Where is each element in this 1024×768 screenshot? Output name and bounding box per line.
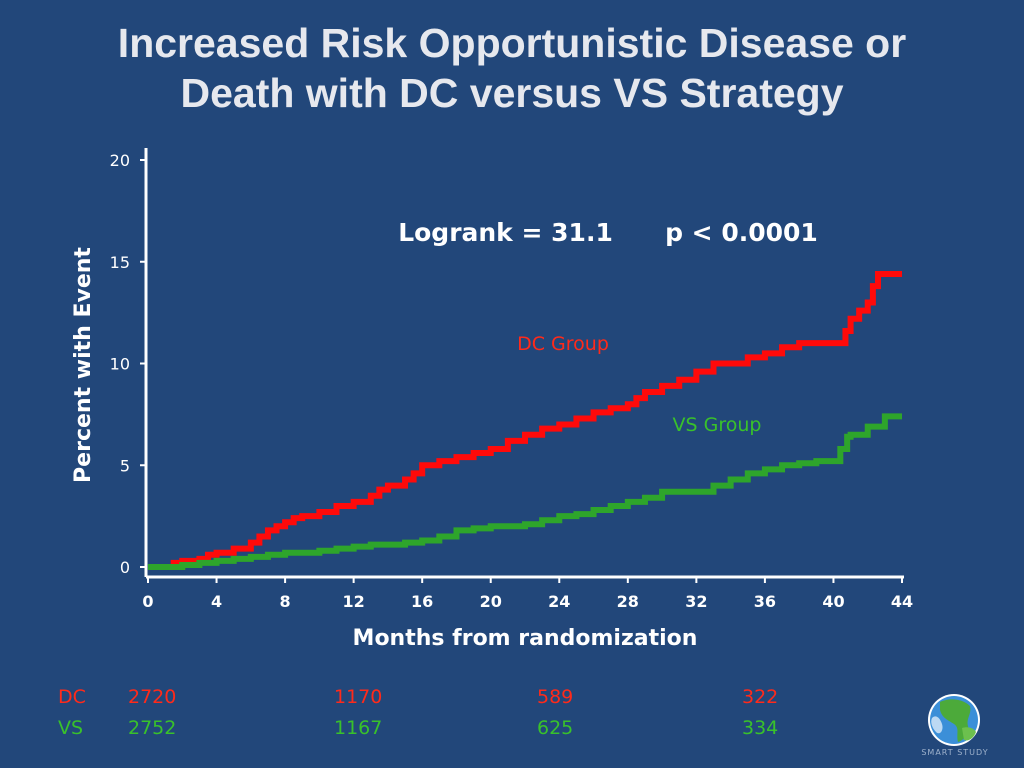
- y-tick-label: 0: [120, 558, 130, 577]
- series-label-vs: VS Group: [673, 414, 762, 436]
- risk-vs-1: 1167: [334, 717, 383, 739]
- x-tick-label: 16: [411, 592, 433, 611]
- logrank-annotation: Logrank = 31.1 p < 0.0001: [398, 218, 818, 247]
- risk-dc-2: 589: [537, 686, 574, 708]
- title-line-1: Increased Risk Opportunistic Disease or: [117, 20, 907, 66]
- x-tick-label: 36: [754, 592, 776, 611]
- x-tick-label: 40: [822, 592, 844, 611]
- x-tick-label: 24: [548, 592, 570, 611]
- risk-dc-0: 2720: [128, 686, 177, 708]
- globe-icon: [928, 694, 980, 746]
- title-line-2: Death with DC versus VS Strategy: [180, 70, 844, 116]
- risk-row-vs-label: VS: [58, 717, 84, 739]
- x-tick-label: 44: [891, 592, 913, 611]
- series-label-dc: DC Group: [517, 333, 609, 355]
- y-tick-label: 10: [110, 355, 130, 374]
- logo-text: SMART STUDY: [921, 748, 989, 757]
- risk-vs-0: 2752: [128, 717, 177, 739]
- y-tick-label: 20: [110, 151, 130, 170]
- x-tick-label: 8: [280, 592, 291, 611]
- y-tick-label: 15: [110, 253, 130, 272]
- x-tick-label: 4: [211, 592, 222, 611]
- risk-dc-1: 1170: [334, 686, 383, 708]
- risk-row-dc-label: DC: [58, 686, 86, 708]
- risk-vs-3: 334: [742, 717, 779, 739]
- y-tick-label: 5: [120, 456, 130, 475]
- x-tick-label: 32: [685, 592, 707, 611]
- series-line-dc: [148, 270, 902, 570]
- risk-vs-2: 625: [537, 717, 574, 739]
- x-tick-label: 12: [343, 592, 365, 611]
- risk-dc-3: 322: [742, 686, 779, 708]
- x-axis-label: Months from randomization: [353, 626, 698, 651]
- x-tick-label: 20: [480, 592, 502, 611]
- x-tick-label: 0: [142, 592, 153, 611]
- series-line-vs: [148, 413, 902, 570]
- slide-title: Increased Risk Opportunistic Disease or …: [0, 18, 1024, 118]
- y-axis-label: Percent with Event: [71, 247, 96, 483]
- x-tick-label: 28: [617, 592, 639, 611]
